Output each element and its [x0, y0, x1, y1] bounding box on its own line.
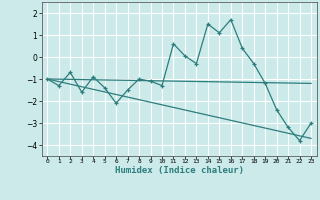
X-axis label: Humidex (Indice chaleur): Humidex (Indice chaleur): [115, 166, 244, 175]
